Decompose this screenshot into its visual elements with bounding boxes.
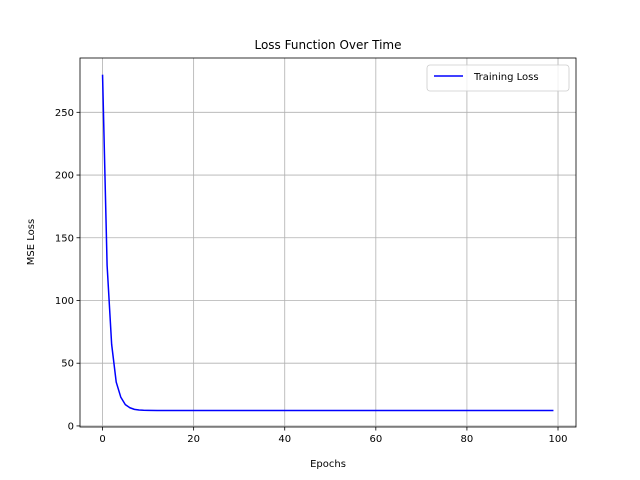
x-tick-label: 80 bbox=[461, 434, 474, 445]
legend: Training Loss bbox=[426, 64, 570, 92]
y-tick-label: 250 bbox=[55, 108, 74, 119]
plot-area bbox=[101, 74, 554, 412]
legend-label: Training Loss bbox=[473, 72, 539, 83]
x-axis-ticks: 0 20 40 60 80 100 bbox=[99, 427, 568, 445]
legend-box bbox=[426, 64, 570, 92]
y-tick-label: 200 bbox=[55, 171, 74, 182]
x-tick-label: 20 bbox=[187, 434, 200, 445]
x-tick-label: 60 bbox=[369, 434, 382, 445]
x-tick-label: 40 bbox=[278, 434, 291, 445]
y-tick-label: 150 bbox=[55, 233, 74, 244]
y-tick-label: 100 bbox=[55, 296, 74, 307]
x-tick-label: 0 bbox=[99, 434, 105, 445]
y-axis-label: MSE Loss bbox=[26, 219, 37, 265]
chart-title: Loss Function Over Time bbox=[254, 38, 401, 52]
training-loss-line bbox=[101, 74, 554, 412]
y-tick-label: 50 bbox=[61, 359, 74, 370]
x-axis-label: Epochs bbox=[310, 459, 346, 470]
axes-frame bbox=[79, 57, 577, 428]
y-axis-ticks: 0 50 100 150 200 250 bbox=[55, 108, 80, 432]
y-tick-label: 0 bbox=[68, 421, 74, 432]
x-tick-label: 100 bbox=[548, 434, 567, 445]
grid bbox=[80, 58, 576, 427]
